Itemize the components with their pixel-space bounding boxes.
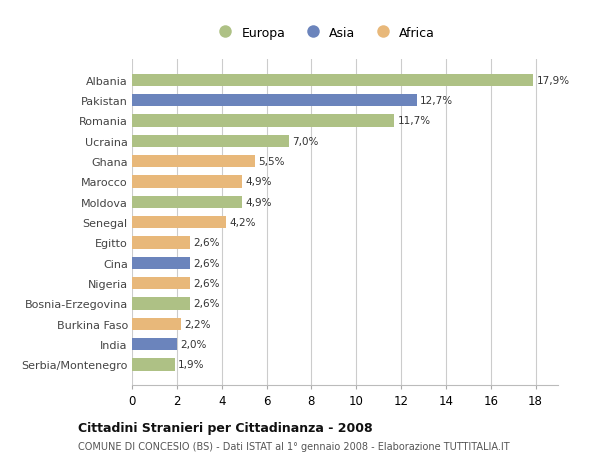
Legend: Europa, Asia, Africa: Europa, Asia, Africa (212, 27, 435, 40)
Text: 2,6%: 2,6% (194, 258, 220, 268)
Bar (132, 196, 242, 208)
Text: 5,5%: 5,5% (259, 157, 285, 167)
Bar (132, 298, 190, 310)
Bar (132, 338, 177, 351)
Text: 4,9%: 4,9% (245, 197, 272, 207)
Text: 1,9%: 1,9% (178, 360, 205, 369)
Text: 7,0%: 7,0% (292, 136, 319, 146)
Text: COMUNE DI CONCESIO (BS) - Dati ISTAT al 1° gennaio 2008 - Elaborazione TUTTITALI: COMUNE DI CONCESIO (BS) - Dati ISTAT al … (78, 441, 509, 451)
Bar (132, 74, 533, 87)
Bar (132, 358, 175, 371)
Text: 2,6%: 2,6% (194, 299, 220, 309)
Bar (132, 95, 417, 107)
Text: 11,7%: 11,7% (398, 116, 431, 126)
Bar (132, 277, 190, 290)
Text: 4,9%: 4,9% (245, 177, 272, 187)
Text: 17,9%: 17,9% (536, 76, 570, 85)
Bar (132, 115, 394, 127)
Text: 2,0%: 2,0% (180, 339, 206, 349)
Bar (132, 135, 289, 147)
Bar (132, 156, 256, 168)
Text: 4,2%: 4,2% (230, 218, 256, 228)
Bar (132, 257, 190, 269)
Text: 12,7%: 12,7% (420, 96, 453, 106)
Bar (132, 318, 181, 330)
Bar (132, 176, 242, 188)
Text: 2,2%: 2,2% (185, 319, 211, 329)
Bar (132, 217, 226, 229)
Bar (132, 237, 190, 249)
Text: 2,6%: 2,6% (194, 238, 220, 248)
Text: Cittadini Stranieri per Cittadinanza - 2008: Cittadini Stranieri per Cittadinanza - 2… (78, 421, 373, 434)
Text: 2,6%: 2,6% (194, 279, 220, 288)
